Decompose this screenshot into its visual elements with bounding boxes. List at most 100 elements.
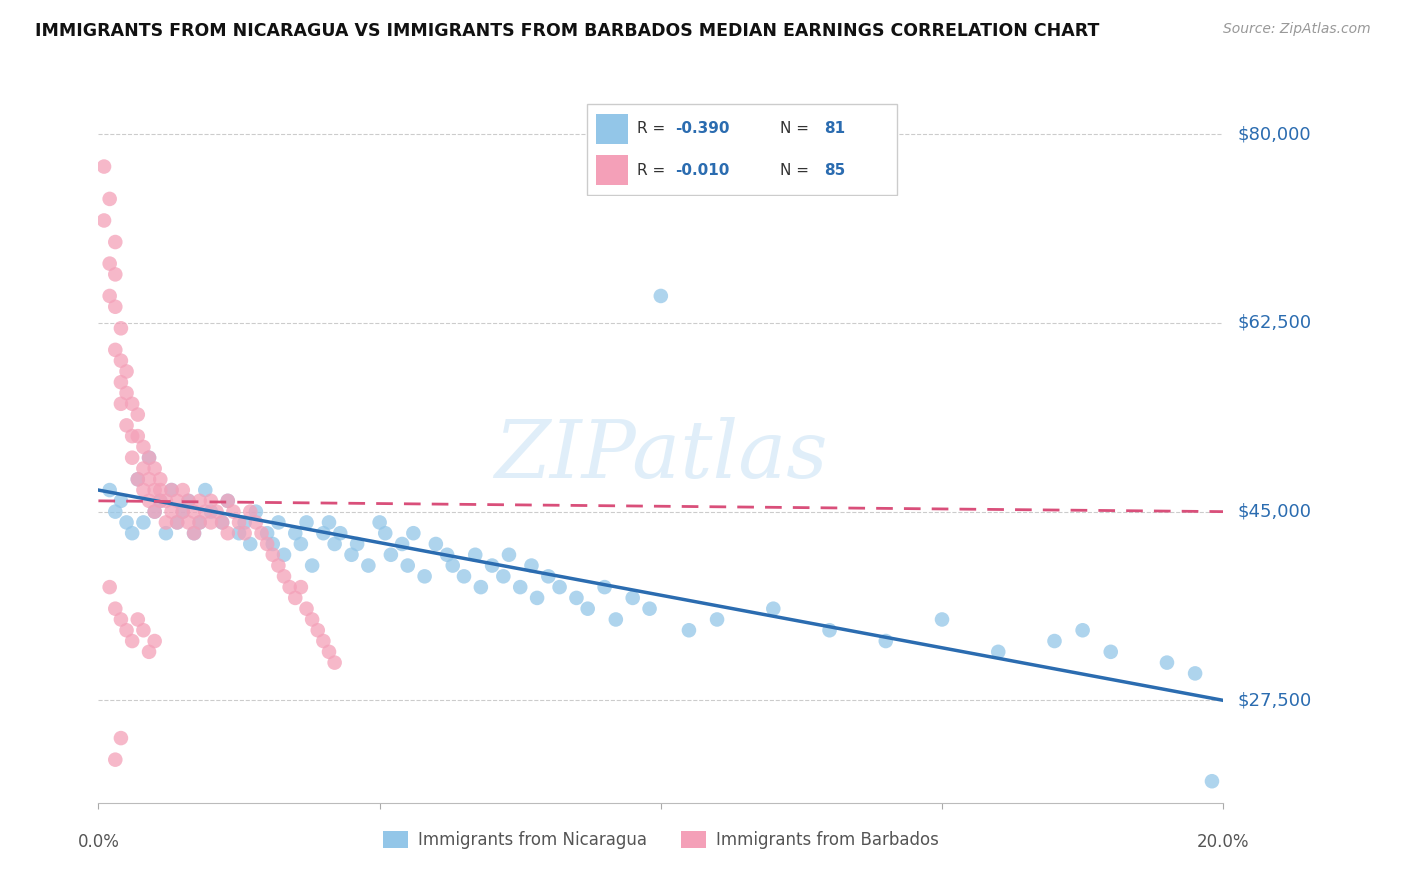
- Text: IMMIGRANTS FROM NICARAGUA VS IMMIGRANTS FROM BARBADOS MEDIAN EARNINGS CORRELATIO: IMMIGRANTS FROM NICARAGUA VS IMMIGRANTS …: [35, 22, 1099, 40]
- Point: [149, 483, 172, 497]
- Point: [188, 516, 211, 530]
- Point: [1201, 774, 1223, 789]
- Point: [138, 472, 160, 486]
- Point: [211, 516, 233, 530]
- Text: 0.0%: 0.0%: [77, 833, 120, 851]
- Point: [239, 505, 262, 519]
- Point: [413, 569, 436, 583]
- Point: [1156, 656, 1178, 670]
- Point: [205, 505, 228, 519]
- Point: [233, 526, 256, 541]
- Point: [262, 548, 284, 562]
- Point: [374, 526, 396, 541]
- Point: [323, 656, 346, 670]
- Point: [194, 483, 217, 497]
- Point: [98, 483, 121, 497]
- Point: [245, 505, 267, 519]
- Point: [453, 569, 475, 583]
- Point: [217, 493, 239, 508]
- Point: [93, 160, 115, 174]
- Point: [104, 300, 127, 314]
- Point: [177, 493, 200, 508]
- Point: [307, 624, 329, 638]
- Point: [143, 483, 166, 497]
- Point: [1099, 645, 1122, 659]
- Point: [115, 418, 138, 433]
- Point: [177, 516, 200, 530]
- Point: [149, 493, 172, 508]
- Point: [402, 526, 425, 541]
- Text: $45,000: $45,000: [1237, 502, 1312, 521]
- Point: [217, 526, 239, 541]
- Text: ZIPatlas: ZIPatlas: [494, 417, 828, 495]
- Point: [312, 634, 335, 648]
- Point: [166, 516, 188, 530]
- Point: [498, 548, 520, 562]
- Point: [520, 558, 543, 573]
- Point: [121, 397, 143, 411]
- Point: [200, 505, 222, 519]
- Point: [239, 537, 262, 551]
- Point: [638, 601, 661, 615]
- Point: [278, 580, 301, 594]
- Point: [537, 569, 560, 583]
- Point: [222, 505, 245, 519]
- Point: [323, 537, 346, 551]
- Text: N =: N =: [779, 121, 814, 136]
- Text: $27,500: $27,500: [1237, 691, 1312, 709]
- Point: [295, 516, 318, 530]
- Point: [368, 516, 391, 530]
- Text: N =: N =: [779, 162, 814, 178]
- Point: [284, 591, 307, 605]
- Point: [357, 558, 380, 573]
- Point: [200, 516, 222, 530]
- Point: [290, 537, 312, 551]
- Point: [115, 386, 138, 401]
- Point: [172, 483, 194, 497]
- Point: [290, 580, 312, 594]
- Point: [262, 537, 284, 551]
- Text: Source: ZipAtlas.com: Source: ZipAtlas.com: [1223, 22, 1371, 37]
- Text: $80,000: $80,000: [1237, 125, 1310, 144]
- Point: [110, 493, 132, 508]
- Point: [211, 516, 233, 530]
- Point: [143, 461, 166, 475]
- Point: [127, 429, 149, 443]
- Point: [509, 580, 531, 594]
- Point: [121, 526, 143, 541]
- Point: [605, 612, 627, 626]
- Point: [143, 634, 166, 648]
- Point: [380, 548, 402, 562]
- Point: [346, 537, 368, 551]
- Point: [284, 526, 307, 541]
- Point: [115, 516, 138, 530]
- Point: [436, 548, 458, 562]
- Point: [931, 612, 953, 626]
- Point: [256, 526, 278, 541]
- Point: [166, 516, 188, 530]
- Point: [621, 591, 644, 605]
- Point: [818, 624, 841, 638]
- Point: [110, 353, 132, 368]
- Bar: [596, 114, 627, 144]
- Point: [273, 548, 295, 562]
- Point: [762, 601, 785, 615]
- Point: [329, 526, 352, 541]
- Point: [441, 558, 464, 573]
- Text: -0.390: -0.390: [675, 121, 730, 136]
- Point: [875, 634, 897, 648]
- Point: [98, 192, 121, 206]
- Point: [104, 235, 127, 249]
- Point: [301, 612, 323, 626]
- Point: [256, 537, 278, 551]
- Point: [160, 483, 183, 497]
- Point: [138, 645, 160, 659]
- Point: [160, 505, 183, 519]
- Point: [138, 493, 160, 508]
- Point: [987, 645, 1010, 659]
- Point: [1043, 634, 1066, 648]
- Point: [172, 505, 194, 519]
- Point: [121, 450, 143, 465]
- Point: [110, 397, 132, 411]
- Point: [650, 289, 672, 303]
